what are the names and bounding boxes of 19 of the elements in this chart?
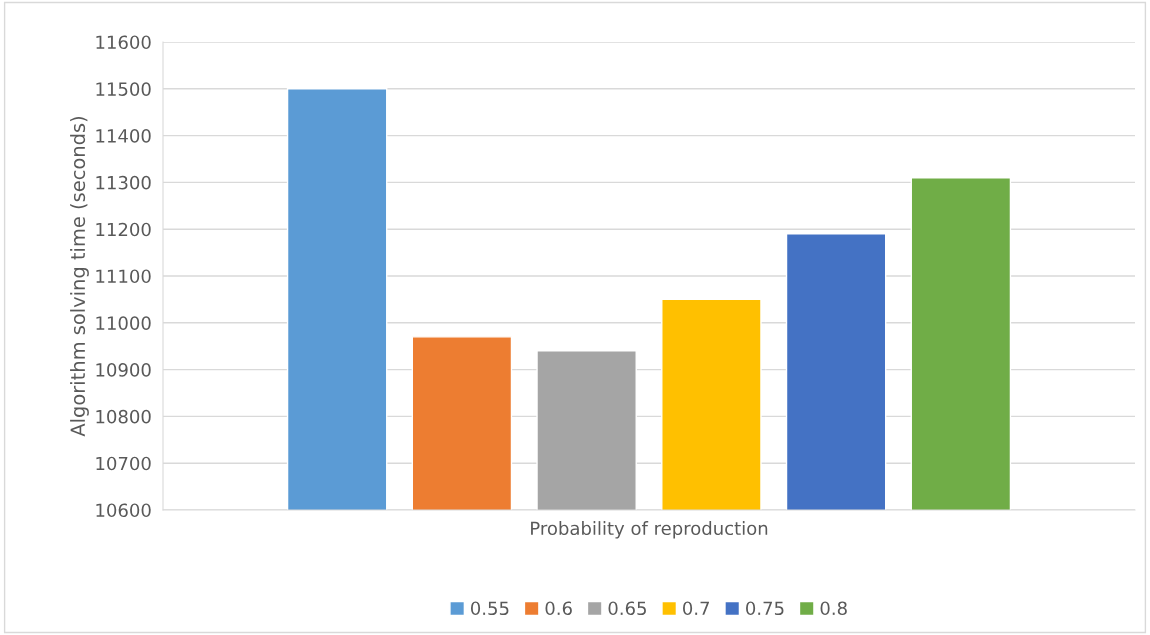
legend-label: 0.8 <box>820 601 847 616</box>
y-tick-label: 10600 <box>96 503 151 518</box>
legend-label: 0.7 <box>683 601 709 616</box>
y-axis-title: Algorithm solving time (seconds) <box>70 116 89 437</box>
y-tick-label: 10900 <box>96 363 151 377</box>
y-tick-label: 10700 <box>96 456 151 471</box>
legend-label: 0.75 <box>746 601 784 616</box>
y-tick-label: 11200 <box>96 222 151 237</box>
legend-label: 0.55 <box>470 601 509 616</box>
y-tick-label: 11600 <box>96 35 151 50</box>
y-tick-label: 10800 <box>96 409 151 424</box>
legend-label: 0.65 <box>608 601 646 616</box>
x-tick-label: Probability of reproduction <box>531 521 768 539</box>
y-tick-label: 11400 <box>96 129 151 143</box>
legend-label: 0.6 <box>545 601 572 616</box>
y-tick-label: 11000 <box>96 316 151 330</box>
y-tick-label: 11300 <box>96 175 151 190</box>
y-tick-label: 11500 <box>96 82 151 96</box>
y-tick-label: 11100 <box>96 269 151 284</box>
